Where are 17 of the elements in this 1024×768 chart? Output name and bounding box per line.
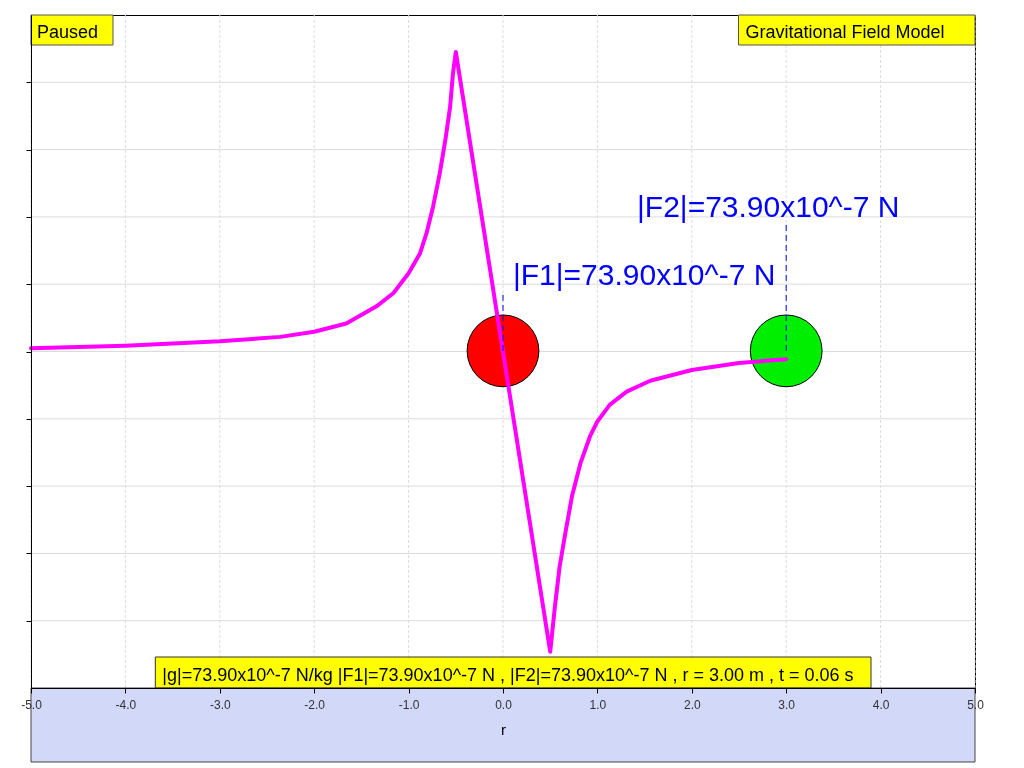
x-tick-label: -4.0 — [115, 697, 137, 712]
x-tick-label: 3.0 — [778, 697, 796, 712]
chart-title: Gravitational Field Model — [745, 22, 945, 42]
x-tick-label: 1.0 — [589, 697, 607, 712]
x-tick-label: -3.0 — [209, 697, 231, 712]
x-axis-title: r — [501, 720, 506, 738]
x-tick-label: 2.0 — [683, 697, 701, 712]
x-tick-label: -2.0 — [304, 697, 326, 712]
x-tick-label: -1.0 — [398, 697, 420, 712]
text: Paused — [37, 22, 99, 42]
annotation: |g|=73.90x10^-7 N/kg |F1|=73.90x10^-7 N , |F2|=73.90x10^-7 N , r = 3.00 m , t = 0.06 s — [162, 665, 854, 685]
x-tick-label: -5.0 — [21, 697, 43, 712]
annotation: |F1|=73.90x10^-7 N — [513, 257, 776, 291]
x-tick-label: 5.0 — [967, 697, 985, 712]
x-tick-label: 4.0 — [872, 697, 890, 712]
annotation: |F2|=73.90x10^-7 N — [637, 189, 900, 223]
x-tick-label: 0.0 — [495, 697, 513, 712]
